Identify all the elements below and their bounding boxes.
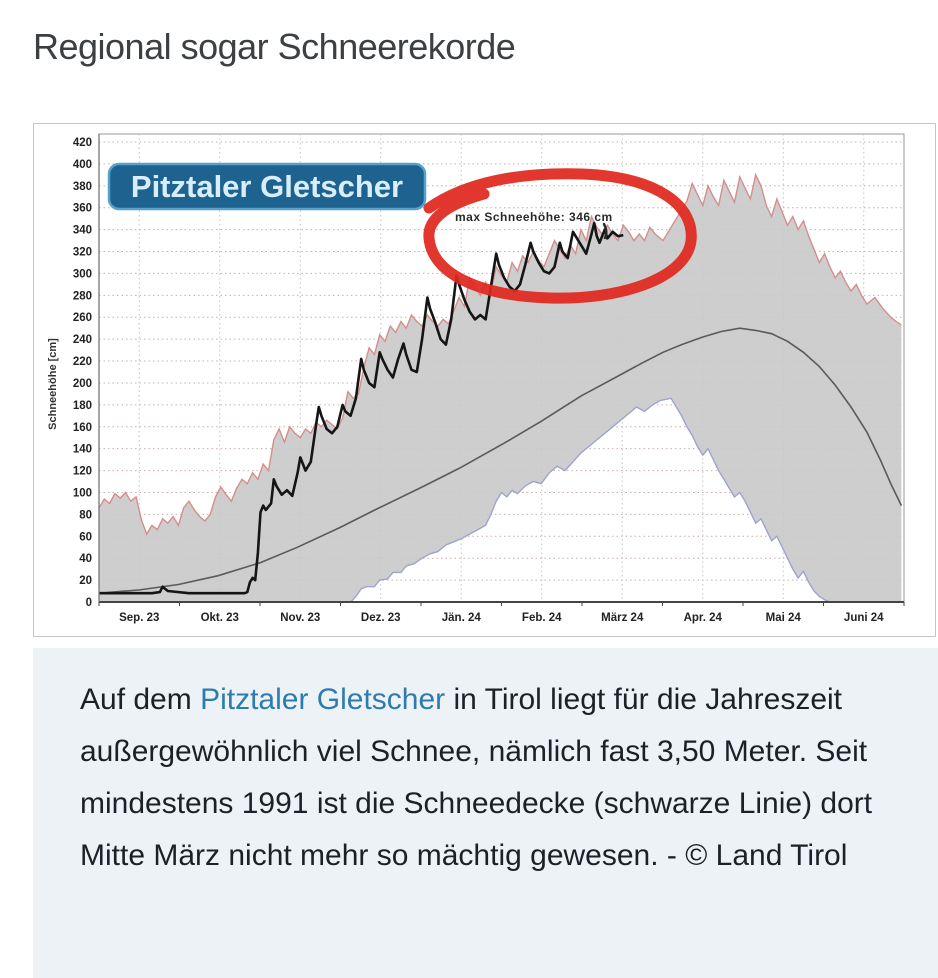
- image-caption: Auf dem Pitztaler Gletscher in Tirol lie…: [33, 648, 938, 978]
- svg-text:360: 360: [73, 203, 92, 215]
- svg-text:300: 300: [73, 268, 92, 280]
- svg-text:Dez. 23: Dez. 23: [361, 612, 401, 624]
- svg-text:Okt. 23: Okt. 23: [201, 612, 239, 624]
- svg-text:Juni 24: Juni 24: [844, 612, 884, 624]
- svg-text:160: 160: [73, 422, 92, 434]
- svg-text:80: 80: [79, 509, 92, 521]
- page-title: Regional sogar Schneerekorde: [33, 26, 516, 67]
- svg-text:320: 320: [73, 247, 92, 259]
- station-badge-label: Pitztaler Gletscher: [131, 169, 403, 204]
- svg-text:Apr. 24: Apr. 24: [684, 612, 723, 624]
- svg-text:380: 380: [73, 181, 92, 193]
- caption-link-pitztaler-gletscher[interactable]: Pitztaler Gletscher: [200, 683, 446, 716]
- svg-text:240: 240: [73, 334, 92, 346]
- svg-text:400: 400: [73, 159, 92, 171]
- svg-text:100: 100: [73, 487, 92, 499]
- red-circle-marker: [423, 168, 697, 304]
- caption-text: Auf dem Pitztaler Gletscher in Tirol lie…: [80, 674, 886, 882]
- caption-prefix: Auf dem: [80, 683, 201, 716]
- max-snow-annotation: max Schneehöhe: 346 cm: [455, 210, 613, 224]
- min-max-band: [99, 174, 902, 602]
- min-line: [99, 397, 902, 603]
- svg-text:20: 20: [79, 575, 92, 587]
- y-axis-title: Schneehöhe [cm]: [47, 338, 59, 430]
- svg-text:340: 340: [73, 225, 92, 237]
- svg-text:420: 420: [73, 137, 92, 149]
- svg-text:Mai 24: Mai 24: [766, 612, 802, 624]
- svg-text:280: 280: [73, 290, 92, 302]
- svg-text:Sep. 23: Sep. 23: [119, 612, 159, 624]
- svg-text:60: 60: [79, 531, 92, 543]
- caption-suffix: in Tirol liegt für die Jahreszeit außerg…: [80, 683, 873, 872]
- svg-text:140: 140: [73, 444, 92, 456]
- svg-text:220: 220: [73, 356, 92, 368]
- annotation-arrow-icon: [602, 222, 608, 240]
- svg-text:0: 0: [86, 597, 92, 609]
- svg-text:180: 180: [73, 400, 92, 412]
- svg-text:März 24: März 24: [601, 612, 644, 624]
- mean-line: [98, 327, 903, 594]
- svg-text:40: 40: [79, 553, 92, 565]
- svg-text:Nov. 23: Nov. 23: [280, 612, 320, 624]
- snow-depth-chart: 0 20 40 60 80 100 120 140 160 180 200 220 240 260 280 3…: [47, 133, 905, 624]
- station-badge: [107, 162, 427, 211]
- svg-text:Feb. 24: Feb. 24: [522, 612, 562, 624]
- svg-text:Jän. 24: Jän. 24: [442, 612, 482, 624]
- current-season-line: [99, 221, 624, 595]
- svg-text:120: 120: [73, 466, 92, 478]
- chart-figure: 0 20 40 60 80 100 120 140 160 180 200 220 240 260 280 3…: [33, 123, 936, 637]
- svg-text:260: 260: [73, 312, 92, 324]
- x-tick-labels: Sep. 23 Okt. 23 Nov. 23 Dez. 23 Jän. 24 Feb. …: [119, 612, 884, 624]
- svg-text:200: 200: [73, 378, 92, 390]
- y-tick-labels: 0 20 40 60 80 100 120 140 160 180 200 220 240 260 280 3…: [73, 137, 92, 609]
